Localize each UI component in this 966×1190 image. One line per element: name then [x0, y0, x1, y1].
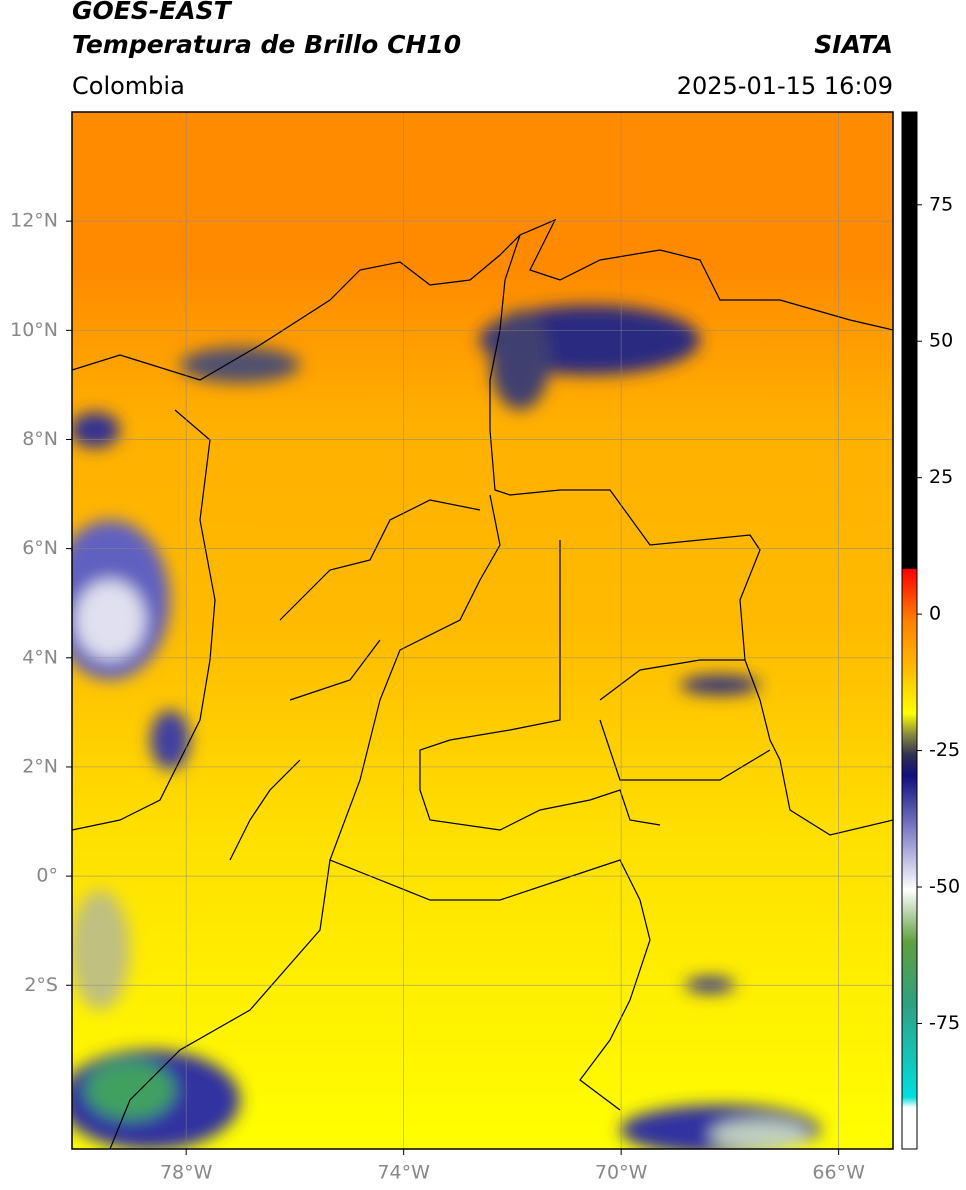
- y-tick-label: 6°N: [22, 537, 58, 559]
- region: Colombia: [72, 72, 185, 100]
- colorbar: [901, 111, 918, 1150]
- x-tick-label: 70°W: [595, 1162, 648, 1184]
- map-frame: [71, 111, 894, 1150]
- title: GOES-EAST: [72, 0, 233, 25]
- colorbar-tick-label: -75: [929, 1012, 960, 1034]
- colorbar-tick-label: 25: [929, 466, 953, 488]
- satellite-image: [72, 112, 893, 1149]
- y-tick-label: 10°N: [10, 319, 58, 341]
- colorbar-tick-label: 50: [929, 330, 953, 352]
- subtitle: Temperatura de Brillo CH10: [72, 30, 461, 59]
- colorbar-tick-label: -50: [929, 876, 960, 898]
- y-tick-label: 8°N: [22, 428, 58, 450]
- x-tick-label: 66°W: [812, 1162, 865, 1184]
- y-tick-label: 2°N: [22, 755, 58, 777]
- colorbar-tick-label: -25: [929, 739, 960, 761]
- colorbar-tick-label: 75: [929, 193, 953, 215]
- source: SIATA: [814, 30, 893, 59]
- timestamp: 2025-01-15 16:09: [677, 72, 893, 100]
- x-tick-label: 78°W: [160, 1162, 213, 1184]
- y-tick-label: 4°N: [22, 646, 58, 668]
- x-tick-label: 74°W: [377, 1162, 430, 1184]
- y-tick-label: 0°: [36, 865, 58, 887]
- y-tick-label: 2°S: [24, 974, 58, 996]
- colorbar-tick-label: 0: [929, 603, 941, 625]
- y-tick-label: 12°N: [10, 210, 58, 232]
- grid: [72, 112, 893, 1149]
